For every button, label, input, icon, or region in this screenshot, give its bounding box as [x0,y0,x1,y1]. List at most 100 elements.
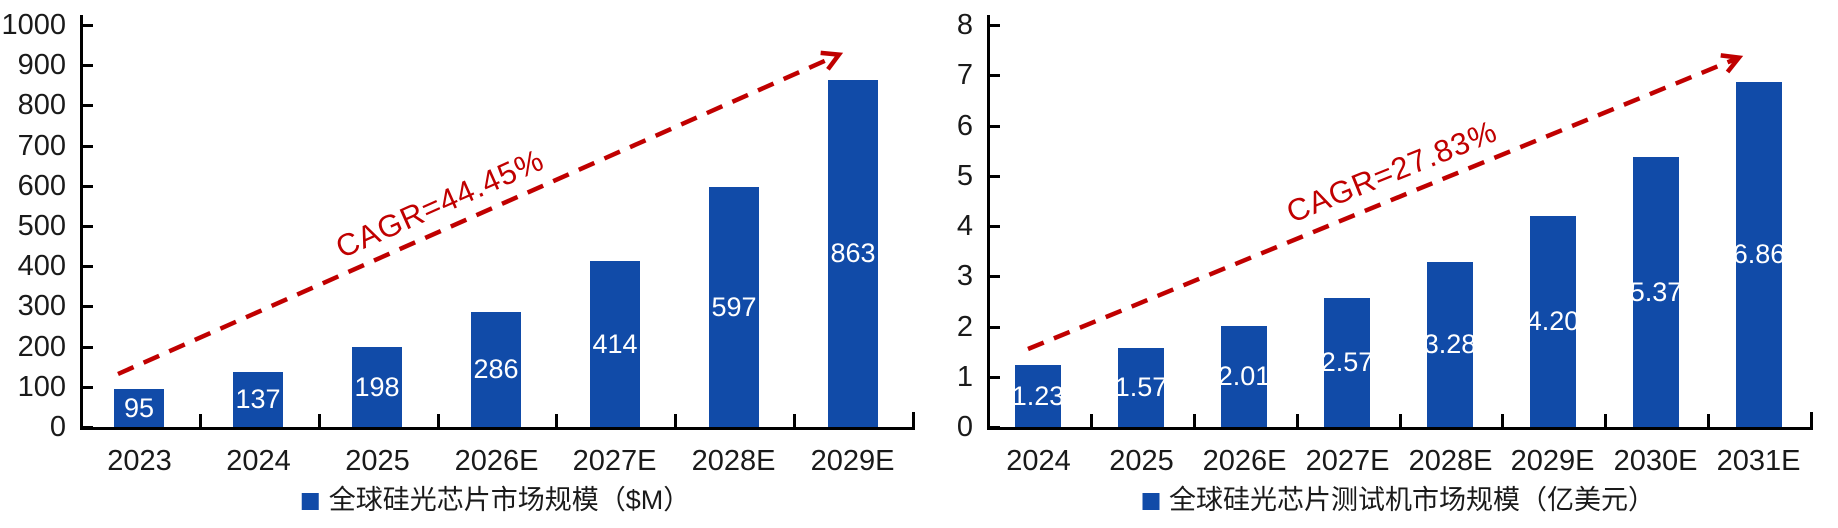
bar: 6.86 [1736,82,1782,427]
legend-right: 全球硅光芯片测试机市场规模（亿美元） [1142,482,1655,518]
y-axis-tick-label: 3 [956,260,973,292]
bar: 137 [233,372,283,427]
x-axis-category-label: 2028E [691,445,776,477]
bar-value-label: 2.01 [1221,361,1267,391]
bar-value-label: 5.37 [1633,276,1679,307]
legend-marker-icon [1142,492,1159,510]
x-axis-tick [1193,414,1196,430]
y-axis-tick [990,175,1000,178]
bar: 1.57 [1118,348,1164,427]
x-axis-category-label: 2029E [810,445,895,477]
y-axis-tick-label: 8 [956,9,973,41]
bar: 2.01 [1221,326,1267,427]
y-axis-tick-label: 6 [956,110,973,142]
y-axis-tick [990,24,1000,27]
y-axis-line [987,15,990,430]
x-axis-tick [1296,414,1299,430]
y-axis-tick [83,104,93,107]
bar: 4.20 [1530,216,1576,427]
y-axis-tick [83,346,93,349]
x-axis-category-label: 2027E [1305,445,1390,477]
legend-marker-icon [301,492,319,510]
y-axis-tick-label: 1000 [1,9,66,41]
y-axis-tick [83,225,93,228]
x-axis-category-label: 2026E [1202,445,1287,477]
bar: 414 [590,261,640,427]
x-axis-tick [674,414,677,430]
bar: 2.57 [1324,298,1370,427]
y-axis-tick-label: 1 [956,361,973,393]
y-axis-tick [83,305,93,308]
y-axis-tick-label: 0 [956,411,973,443]
y-axis-tick-label: 900 [17,49,66,81]
y-axis-tick-label: 700 [17,130,66,162]
bar-value-label: 414 [592,328,638,359]
bar: 95 [114,389,164,427]
legend-left: 全球硅光芯片市场规模（$M） [301,482,691,518]
y-axis-tick-label: 800 [17,89,66,121]
bar-value-label: 137 [235,384,281,414]
x-axis-category-label: 2027E [572,445,657,477]
x-axis-tick [199,414,202,430]
x-axis-category-label: 2029E [1510,445,1595,477]
y-axis-tick [990,275,1000,278]
y-axis-tick [83,386,93,389]
legend-label: 全球硅光芯片市场规模（$M） [328,485,691,515]
bar: 863 [828,80,878,427]
y-axis-tick-label: 200 [17,331,66,363]
y-axis-tick-label: 400 [17,250,66,282]
x-axis-tick [1399,414,1402,430]
y-axis-tick-label: 0 [49,411,66,443]
y-axis-tick-label: 600 [17,170,66,202]
x-axis-tick [1090,414,1093,430]
x-axis-tick [1501,414,1504,430]
x-axis-tick [912,412,915,430]
bar: 3.28 [1427,262,1473,427]
bar: 1.23 [1015,365,1061,427]
bar: 597 [709,187,759,427]
x-axis-tick [1810,412,1813,430]
x-axis-tick [1604,414,1607,430]
y-axis-tick-label: 2 [956,311,973,343]
y-axis-tick [990,125,1000,128]
y-axis-tick-label: 5 [956,160,973,192]
y-axis-tick [83,185,93,188]
y-axis-tick [83,64,93,67]
x-axis-category-label: 2024 [1006,445,1071,477]
bar: 286 [471,312,521,427]
x-axis-category-label: 2026E [454,445,539,477]
y-axis-tick-label: 4 [956,210,973,242]
bar: 198 [352,347,402,427]
x-axis-tick [437,414,440,430]
y-axis-tick-label: 500 [17,210,66,242]
x-axis-category-label: 2025 [345,445,410,477]
bar-value-label: 4.20 [1530,306,1576,336]
y-axis-tick [83,265,93,268]
y-axis-tick [83,24,93,27]
y-axis-tick-label: 7 [956,59,973,91]
bar-value-label: 286 [473,354,519,384]
bar-value-label: 1.23 [1015,380,1061,411]
x-axis-category-label: 2030E [1613,445,1698,477]
y-axis-tick [990,74,1000,77]
bar-value-label: 95 [123,392,155,423]
x-axis-category-label: 2024 [226,445,291,477]
y-axis-tick [83,145,93,148]
y-axis-tick-label: 300 [17,290,66,322]
x-axis-tick [793,414,796,430]
bar-value-label: 2.57 [1324,347,1370,377]
y-axis-tick [990,225,1000,228]
bar-value-label: 1.57 [1118,372,1164,402]
y-axis-line [80,15,83,430]
bar-value-label: 6.86 [1736,239,1782,269]
y-axis-tick [990,376,1000,379]
x-axis-category-label: 2031E [1716,445,1801,477]
x-axis-category-label: 2028E [1408,445,1493,477]
bar: 5.37 [1633,157,1679,427]
bar-value-label: 597 [711,291,757,322]
x-axis-tick [555,414,558,430]
y-axis-tick [990,326,1000,329]
